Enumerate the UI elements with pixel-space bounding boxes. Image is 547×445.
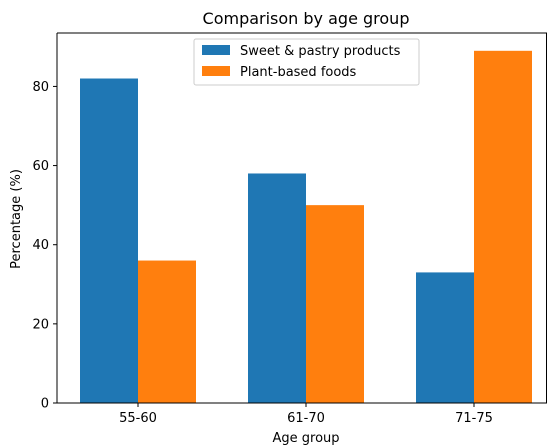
x-tick-label-55-60: 55-60 bbox=[119, 411, 157, 426]
x-tick-label-71-75: 71-75 bbox=[455, 411, 493, 426]
y-tick-label-60: 60 bbox=[32, 159, 49, 174]
bar-plant-55-60 bbox=[138, 260, 196, 403]
y-tick-label-80: 80 bbox=[32, 80, 49, 95]
legend-swatch-sweet bbox=[202, 45, 230, 55]
bar-sweet-55-60 bbox=[80, 78, 138, 403]
y-axis-label: Percentage (%) bbox=[9, 169, 24, 269]
legend-label-plant: Plant-based foods bbox=[240, 65, 357, 80]
bar-plant-61-70 bbox=[306, 205, 364, 403]
legend-swatch-plant bbox=[202, 66, 230, 76]
x-axis-label: Age group bbox=[272, 431, 339, 445]
bar-sweet-71-75 bbox=[416, 272, 474, 403]
legend-box bbox=[193, 38, 420, 86]
legend-label-sweet: Sweet & pastry products bbox=[240, 44, 401, 59]
bar-plant-71-75 bbox=[474, 50, 532, 403]
x-tick-label-61-70: 61-70 bbox=[287, 411, 325, 426]
legend: Sweet & pastry products Plant-based food… bbox=[193, 38, 420, 86]
y-tick-label-40: 40 bbox=[32, 238, 49, 253]
plot-area: 0 20 40 60 80 55-60 61-70 71-75 bbox=[32, 32, 547, 426]
y-tick-label-0: 0 bbox=[41, 397, 49, 412]
bar-sweet-61-70 bbox=[248, 173, 306, 403]
y-tick-label-20: 20 bbox=[32, 317, 49, 332]
chart-title: Comparison by age group bbox=[203, 9, 410, 28]
